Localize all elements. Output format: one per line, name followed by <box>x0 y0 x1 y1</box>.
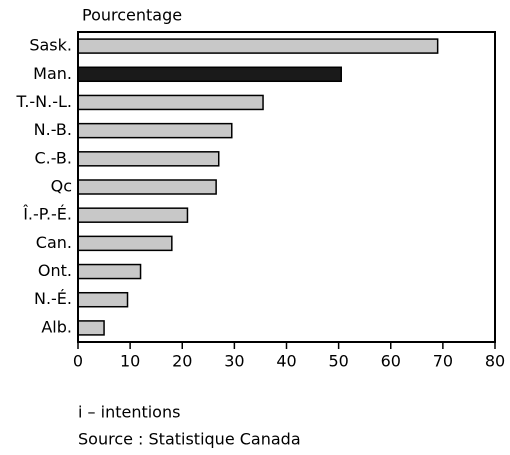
x-tick-label: 30 <box>224 352 244 371</box>
y-tick-label: N.-É. <box>34 289 72 308</box>
y-tick-label: Ont. <box>38 261 72 280</box>
bar <box>77 94 264 111</box>
x-tick-label: 50 <box>328 352 348 371</box>
y-tick-label: Î.-P.-É. <box>22 205 72 224</box>
y-tick-label: Sask. <box>29 36 72 55</box>
y-tick-label: N.-B. <box>34 120 72 139</box>
x-tick-label: 10 <box>120 352 140 371</box>
y-tick-label: Man. <box>33 64 72 83</box>
bar <box>77 207 189 223</box>
y-tick-label: T.-N.-L. <box>15 92 72 111</box>
x-tick-label: 0 <box>73 352 83 371</box>
y-tick-label: Qc <box>51 177 72 196</box>
bar <box>77 122 233 139</box>
note: Source : Statistique Canada <box>78 430 301 449</box>
x-tick-label: 60 <box>381 352 401 371</box>
x-tick-label: 40 <box>276 352 296 371</box>
x-tick-label: 70 <box>433 352 453 371</box>
note: i – intentions <box>78 403 180 422</box>
bar <box>77 263 142 280</box>
bar <box>77 38 439 54</box>
x-tick-label: 20 <box>172 352 192 371</box>
x-tick-label: 80 <box>485 352 505 371</box>
y-tick-label: Alb. <box>41 317 72 336</box>
y-tick-label: Can. <box>36 233 72 252</box>
y-tick-label: C.-B. <box>34 148 72 167</box>
bar <box>77 235 173 252</box>
chart-title: Pourcentage <box>82 6 182 25</box>
bar <box>77 179 217 195</box>
plot-frame <box>77 31 496 343</box>
bar <box>77 151 220 167</box>
bar <box>77 66 342 83</box>
bar <box>77 291 129 308</box>
bar <box>77 320 105 336</box>
